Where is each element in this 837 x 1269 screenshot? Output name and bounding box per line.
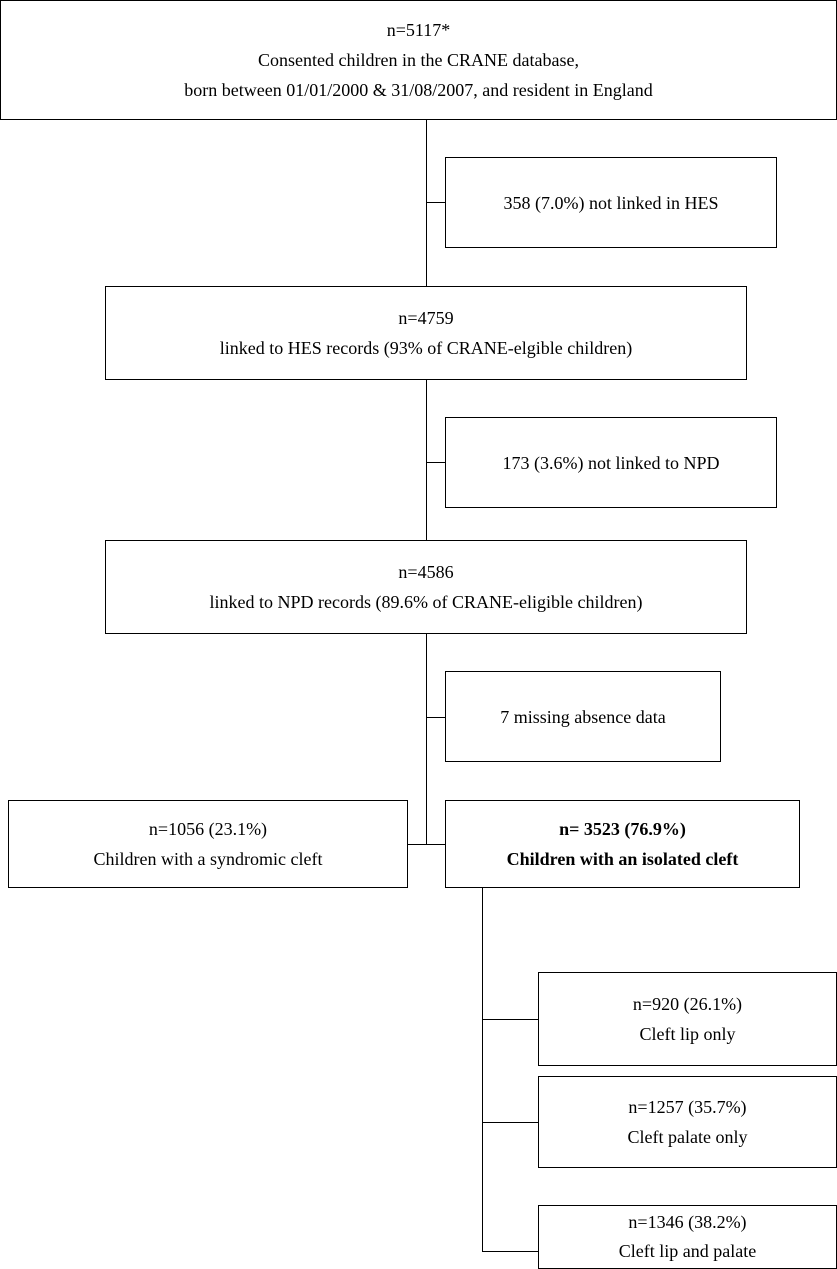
connector-excl-hes [426,202,445,203]
box-excluded-hes-text: 358 (7.0%) not linked in HES [503,192,719,213]
connector-lip-palate [482,1251,538,1252]
box-syndromic-count: n=1056 (23.1%) [148,819,268,839]
box-cleft-palate-only: n=1257 (35.7%) Cleft palate only [538,1076,837,1168]
box-consented-line1: Consented children in the CRANE database… [258,50,579,70]
box-linked-npd-count: n=4586 [398,562,454,582]
box-linked-npd-desc: linked to NPD records (89.6% of CRANE-el… [209,592,643,612]
main-trunk-line [426,119,427,845]
box-missing-absence-text: 7 missing absence data [500,706,666,727]
box-consented-count: n=5117* [386,20,451,40]
box-cleft-lip-only-count: n=920 (26.1%) [632,994,743,1014]
connector-excl-absence [426,717,445,718]
box-cleft-lip-and-palate: n=1346 (38.2%) Cleft lip and palate [538,1205,837,1269]
box-excluded-hes: 358 (7.0%) not linked in HES [445,157,777,248]
box-cleft-lip-only: n=920 (26.1%) Cleft lip only [538,972,837,1066]
box-linked-npd: n=4586 linked to NPD records (89.6% of C… [105,540,747,634]
box-cleft-palate-only-count: n=1257 (35.7%) [628,1097,747,1117]
connector-excl-npd [426,462,445,463]
box-cleft-lip-and-palate-count: n=1346 (38.2%) [628,1212,747,1232]
box-excluded-npd-text: 173 (3.6%) not linked to NPD [502,452,720,473]
connector-split [408,844,445,845]
box-linked-hes: n=4759 linked to HES records (93% of CRA… [105,286,747,380]
connector-palate-only [482,1122,538,1123]
box-isolated-desc: Children with an isolated cleft [506,849,739,869]
box-cleft-lip-and-palate-desc: Cleft lip and palate [618,1241,757,1261]
box-isolated-count: n= 3523 (76.9%) [559,819,686,839]
box-cleft-lip-only-desc: Cleft lip only [639,1024,736,1044]
box-consented-line2: born between 01/01/2000 & 31/08/2007, an… [184,80,653,100]
box-excluded-npd: 173 (3.6%) not linked to NPD [445,417,777,508]
subgroup-trunk-line [482,887,483,1251]
connector-lip-only [482,1019,538,1020]
box-linked-hes-desc: linked to HES records (93% of CRANE-elgi… [219,338,633,358]
box-consented-children: n=5117* Consented children in the CRANE … [0,0,837,120]
box-isolated-cleft: n= 3523 (76.9%) Children with an isolate… [445,800,800,888]
box-missing-absence: 7 missing absence data [445,671,721,762]
box-cleft-palate-only-desc: Cleft palate only [627,1127,748,1147]
box-linked-hes-count: n=4759 [398,308,454,328]
box-syndromic-desc: Children with a syndromic cleft [93,849,323,869]
box-syndromic-cleft: n=1056 (23.1%) Children with a syndromic… [8,800,408,888]
